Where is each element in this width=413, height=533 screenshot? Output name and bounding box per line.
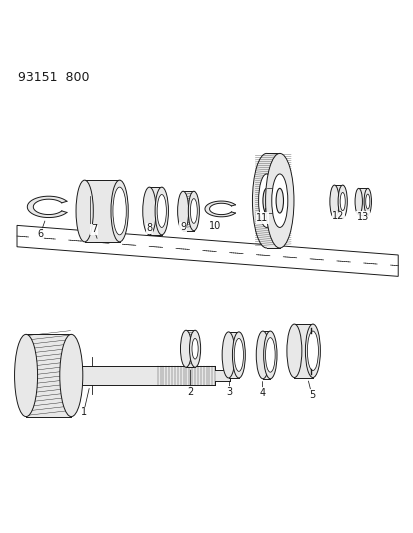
Ellipse shape — [339, 192, 344, 211]
Text: 12: 12 — [332, 211, 344, 221]
Ellipse shape — [363, 188, 370, 215]
Polygon shape — [228, 332, 238, 378]
Text: 93151  800: 93151 800 — [18, 71, 89, 84]
Ellipse shape — [180, 330, 191, 367]
Text: 13: 13 — [356, 212, 368, 222]
Polygon shape — [183, 191, 193, 231]
Polygon shape — [294, 324, 312, 377]
Ellipse shape — [265, 154, 293, 248]
Polygon shape — [71, 366, 215, 384]
Text: 9: 9 — [180, 222, 186, 232]
Ellipse shape — [142, 187, 156, 235]
Ellipse shape — [306, 331, 318, 370]
Ellipse shape — [76, 180, 93, 242]
Text: 3: 3 — [226, 387, 232, 397]
Ellipse shape — [234, 338, 243, 372]
Polygon shape — [334, 185, 342, 218]
Polygon shape — [204, 201, 235, 217]
Ellipse shape — [275, 188, 283, 213]
Text: 5: 5 — [308, 390, 314, 400]
Ellipse shape — [232, 332, 245, 378]
Ellipse shape — [222, 332, 235, 378]
Text: 11: 11 — [256, 213, 268, 223]
Ellipse shape — [190, 199, 197, 223]
Ellipse shape — [113, 187, 126, 235]
Polygon shape — [17, 225, 397, 277]
Ellipse shape — [177, 191, 188, 231]
Polygon shape — [358, 188, 367, 215]
Ellipse shape — [265, 337, 275, 372]
Ellipse shape — [188, 191, 199, 231]
Ellipse shape — [59, 334, 83, 417]
Ellipse shape — [329, 185, 338, 218]
Ellipse shape — [157, 195, 166, 228]
Ellipse shape — [189, 330, 200, 367]
Polygon shape — [266, 154, 279, 248]
Polygon shape — [262, 331, 270, 379]
Ellipse shape — [263, 331, 276, 379]
Ellipse shape — [14, 334, 38, 417]
Text: 8: 8 — [146, 223, 152, 233]
Text: 10: 10 — [209, 221, 221, 231]
Ellipse shape — [354, 188, 361, 215]
Text: 4: 4 — [259, 388, 265, 398]
Ellipse shape — [111, 180, 128, 242]
Text: 6: 6 — [37, 229, 43, 239]
Polygon shape — [84, 180, 119, 242]
Polygon shape — [185, 330, 195, 367]
Text: 2: 2 — [187, 387, 193, 397]
Ellipse shape — [271, 174, 287, 228]
Text: 7: 7 — [90, 224, 97, 235]
Ellipse shape — [256, 331, 269, 379]
Ellipse shape — [286, 324, 301, 377]
Text: 1: 1 — [81, 408, 86, 417]
Ellipse shape — [252, 154, 280, 248]
Ellipse shape — [365, 194, 369, 209]
Ellipse shape — [262, 188, 270, 213]
Polygon shape — [215, 370, 229, 381]
Polygon shape — [149, 187, 161, 235]
Ellipse shape — [305, 324, 320, 377]
Ellipse shape — [337, 185, 347, 218]
Polygon shape — [26, 334, 71, 417]
Ellipse shape — [155, 187, 168, 235]
Polygon shape — [27, 196, 67, 217]
Ellipse shape — [258, 174, 274, 228]
Ellipse shape — [192, 338, 198, 359]
